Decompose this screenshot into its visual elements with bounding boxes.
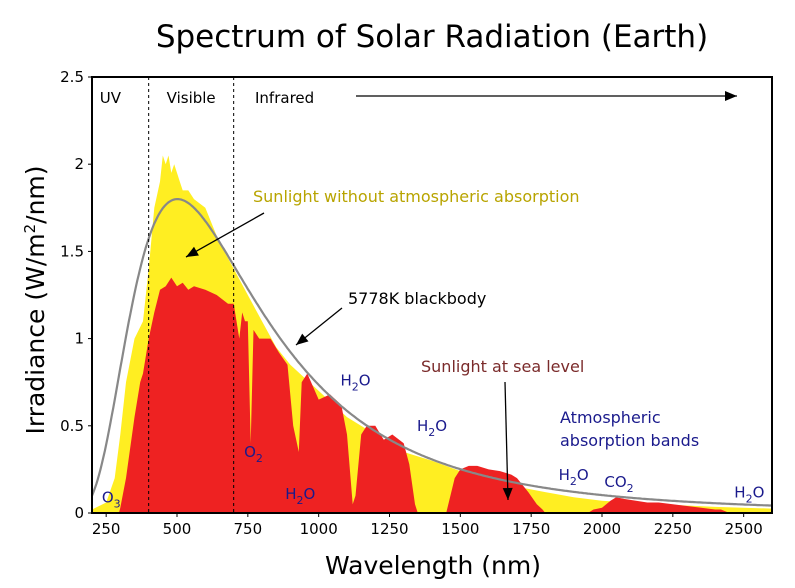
- y-axis-label: Irradiance (W/m2/nm): [21, 165, 50, 434]
- x-tick-label: 1250: [370, 520, 408, 538]
- x-tick-label: 250: [92, 520, 121, 538]
- annotation-absorption-bands-line1: Atmospheric: [560, 408, 661, 427]
- spectral-region-labels: UV Visible Infrared: [100, 89, 314, 107]
- absorption-band-label: H2O: [559, 466, 589, 488]
- y-axis-ticks: 0 0.5 1 1.5 2 2.5: [60, 68, 92, 522]
- sea-level-area: [114, 277, 772, 513]
- plot-area: [90, 76, 773, 514]
- annotation-absorption-bands-line2: absorption bands: [560, 431, 699, 450]
- top-of-atmosphere-arrow: [185, 212, 265, 258]
- annotation-arrows: [185, 91, 737, 501]
- x-tick-label: 1500: [441, 520, 479, 538]
- sea-level-arrow: [502, 381, 513, 501]
- y-tick-label: 0: [74, 504, 84, 522]
- absorption-band-label: H2O: [417, 417, 447, 439]
- annotations: Sunlight without atmospheric absorption …: [185, 91, 737, 501]
- x-axis-label: Wavelength (nm): [325, 551, 541, 580]
- absorption-band-label: O3: [102, 489, 121, 511]
- x-tick-label: 750: [234, 520, 263, 538]
- blackbody-arrow: [295, 307, 343, 346]
- x-axis-ticks: 250 500 750 1000 1250 1500 1750 2000 2250 2500: [92, 513, 763, 538]
- y-tick-label: 1.5: [60, 242, 84, 260]
- x-tick-label: 500: [163, 520, 192, 538]
- absorption-band-label: H2O: [734, 483, 764, 505]
- y-tick-label: 2.5: [60, 68, 84, 86]
- infrared-arrow: [356, 91, 737, 101]
- y-tick-label: 0.5: [60, 417, 84, 435]
- y-tick-label: 1: [74, 330, 84, 348]
- x-tick-label: 2000: [583, 520, 621, 538]
- y-tick-label: 2: [74, 155, 84, 173]
- chart-title: Spectrum of Solar Radiation (Earth): [156, 19, 708, 55]
- x-tick-label: 2250: [654, 520, 692, 538]
- absorption-band-labels: O3 O2 H2O H2O H2O H2O CO2 H2O: [102, 372, 765, 511]
- absorption-band-label: CO2: [604, 473, 633, 495]
- region-label-visible: Visible: [167, 89, 216, 107]
- x-tick-label: 1750: [512, 520, 550, 538]
- absorption-band-label: O2: [244, 443, 263, 465]
- annotation-blackbody: 5778K blackbody: [348, 289, 486, 308]
- blackbody-curve: [90, 198, 773, 507]
- absorption-band-label: H2O: [285, 485, 315, 507]
- plot-frame: [91, 76, 773, 514]
- x-tick-label: 1000: [300, 520, 338, 538]
- region-label-uv: UV: [100, 89, 122, 107]
- region-label-infrared: Infrared: [255, 89, 314, 107]
- absorption-band-label: H2O: [340, 372, 370, 394]
- annotation-sea-level: Sunlight at sea level: [421, 357, 584, 376]
- x-tick-label: 2500: [725, 520, 763, 538]
- annotation-top-of-atmosphere: Sunlight without atmospheric absorption: [253, 187, 580, 206]
